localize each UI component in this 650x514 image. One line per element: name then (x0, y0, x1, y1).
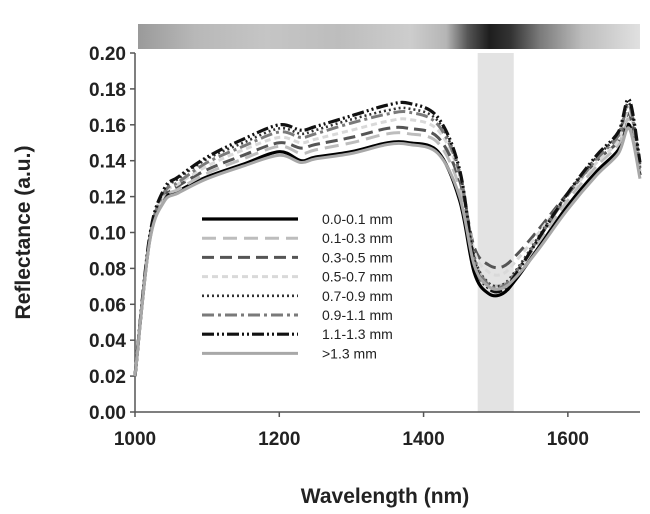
y-tick-label: 0.16 (89, 116, 126, 137)
y-tick-label: 0.20 (89, 44, 126, 65)
series-line-1 (133, 122, 642, 377)
legend: 0.0-0.1 mm 0.1-0.3 mm 0.3-0.5 mm 0.5-0.7 mm… (202, 211, 393, 361)
legend-label: 0.7-0.9 mm (322, 288, 393, 304)
series-lines (133, 97, 642, 377)
legend-label: 0.0-0.1 mm (322, 211, 393, 227)
x-tick-label: 1600 (547, 429, 589, 450)
y-tick-label: 0.18 (89, 80, 126, 101)
y-tick-label: 0.12 (89, 188, 126, 209)
legend-label: 0.9-1.1 mm (322, 307, 393, 323)
y-axis-ticks: 0.00 0.02 0.04 0.06 0.08 0.10 0.12 0.14 0.16 0.18… (89, 44, 135, 424)
legend-label: 0.5-0.7 mm (322, 269, 393, 285)
cv-gradient-bar (138, 24, 640, 49)
series-line-8 (133, 126, 642, 377)
y-tick-label: 0.14 (89, 152, 126, 173)
y-tick-label: 0.08 (89, 259, 126, 280)
x-tick-label: 1000 (114, 429, 156, 450)
y-axis-title: Reflectance (a.u.) (12, 146, 35, 320)
legend-label: >1.3 mm (322, 345, 377, 361)
y-tick-label: 0.04 (89, 331, 126, 352)
legend-label: 0.1-0.3 mm (322, 230, 393, 246)
series-line-7 (133, 97, 642, 377)
x-axis-ticks: 1000 1200 1400 1600 (114, 412, 589, 450)
y-tick-label: 0.00 (89, 403, 126, 424)
y-tick-label: 0.06 (89, 295, 126, 316)
y-tick-label: 0.02 (89, 367, 126, 388)
cv-bar: Coefficient of variation (138, 12, 640, 49)
highlight-band (477, 53, 514, 412)
x-tick-label: 1400 (402, 429, 444, 450)
legend-label: 0.3-0.5 mm (322, 249, 393, 265)
legend-label: 1.1-1.3 mm (322, 326, 393, 342)
x-axis-title: Wavelength (nm) (301, 485, 469, 508)
cv-bar-label: Coefficient of variation (142, 12, 261, 24)
series-line-2 (133, 117, 642, 377)
x-tick-label: 1200 (258, 429, 300, 450)
y-tick-label: 0.10 (89, 224, 126, 245)
